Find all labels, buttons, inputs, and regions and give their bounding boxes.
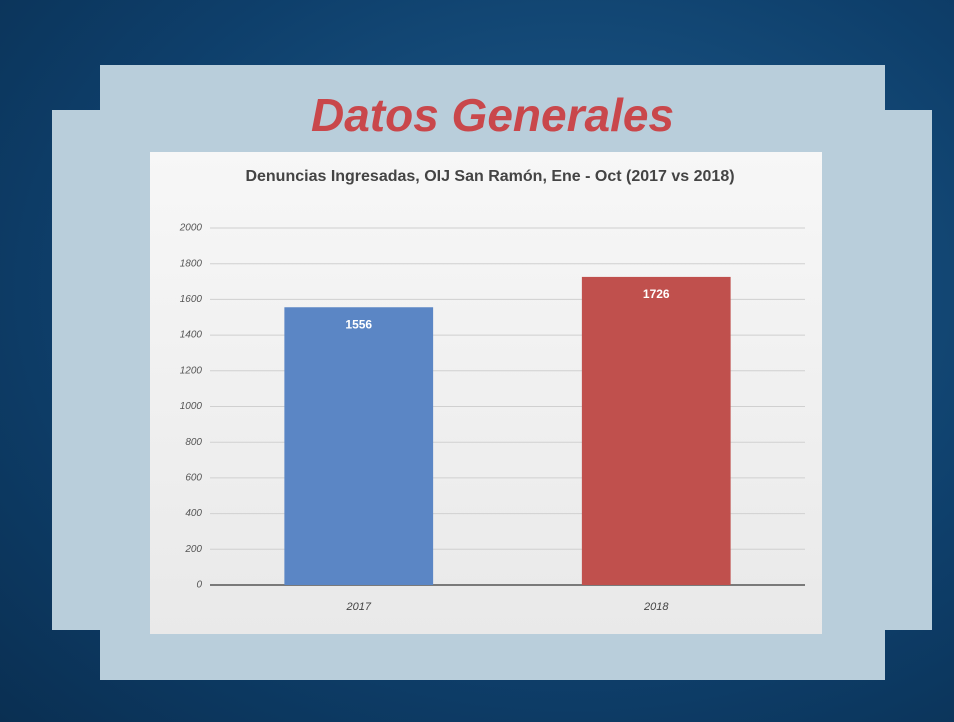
value-label: 1726: [643, 287, 670, 301]
y-tick-label: 0: [196, 580, 202, 591]
slide: Datos Generales Denuncias Ingresadas, OI…: [0, 0, 954, 722]
x-tick-label: 2017: [346, 601, 372, 613]
value-label: 1556: [345, 317, 372, 331]
x-tick-label: 2018: [643, 601, 669, 613]
chart: Denuncias Ingresadas, OIJ San Ramón, Ene…: [150, 152, 822, 634]
y-tick-label: 1400: [180, 330, 203, 341]
y-tick-label: 1600: [180, 294, 203, 305]
plot: 0 200 400 600 800 1000 1200 1400 1600 1800 2000 201…: [150, 152, 822, 634]
bar: [284, 307, 433, 585]
y-tick-label: 1800: [180, 258, 203, 269]
y-tick-label: 200: [184, 544, 202, 555]
slide-title: Datos Generales: [100, 88, 885, 142]
y-tick-label: 1000: [180, 401, 203, 412]
y-tick-label: 400: [185, 508, 202, 519]
bar: [582, 277, 731, 585]
y-tick-label: 800: [185, 437, 202, 448]
y-tick-label: 1200: [180, 365, 203, 376]
y-tick-label: 600: [185, 473, 202, 484]
y-tick-label: 2000: [179, 223, 203, 234]
